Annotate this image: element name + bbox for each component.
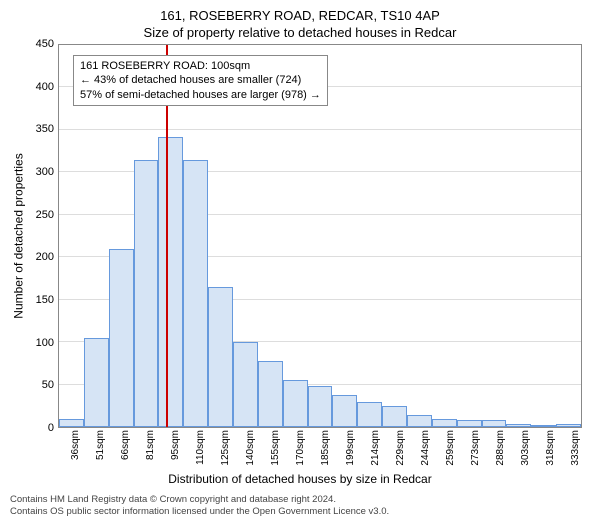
y-tick-label: 50 [42,379,54,391]
x-axis-ticks: 36sqm 51sqm 66sqm 81sqm 95sqm 110sqm 125sqm 140… [58,428,582,470]
y-tick-label: 400 [36,81,54,93]
footer-line-1: Contains HM Land Registry data © Crown c… [10,494,590,506]
y-tick-label: 350 [36,123,54,135]
x-tick-label: 244sqm [420,430,431,466]
y-tick-label: 100 [36,337,54,349]
x-tick-label: 303sqm [520,430,531,466]
histogram-bar [332,395,357,427]
x-tick-label: 199sqm [345,430,356,466]
grid-line [59,129,581,130]
x-tick-label: 288sqm [495,430,506,466]
histogram-bar [158,137,183,427]
histogram-bar [109,249,134,427]
x-tick-label: 333sqm [570,430,581,466]
x-tick-label: 125sqm [220,430,231,466]
page-title-2: Size of property relative to detached ho… [10,25,590,40]
x-tick-label: 259sqm [445,430,456,466]
y-axis-label: Number of detached properties [12,153,26,318]
x-tick-label: 66sqm [120,430,131,460]
y-tick-label: 0 [48,422,54,434]
footer: Contains HM Land Registry data © Crown c… [10,494,590,519]
histogram-bar [382,406,407,427]
footer-line-2: Contains OS public sector information li… [10,506,590,518]
histogram-bar [457,420,482,427]
histogram-bar [258,361,283,427]
x-tick-label: 51sqm [95,430,106,460]
x-tick-label: 110sqm [195,430,206,465]
y-tick-label: 250 [36,209,54,221]
x-tick-label: 185sqm [320,430,331,466]
histogram-bar [308,386,333,427]
x-tick-label: 155sqm [270,430,281,466]
page-title-1: 161, ROSEBERRY ROAD, REDCAR, TS10 4AP [10,8,590,23]
annotation-box: 161 ROSEBERRY ROAD: 100sqm← 43% of detac… [73,55,328,106]
x-tick-label: 214sqm [370,430,381,466]
y-axis-label-wrap: Number of detached properties [10,44,28,428]
x-tick-label: 318sqm [545,430,556,466]
histogram-bar [556,424,581,427]
histogram-bar [208,287,233,427]
histogram-bar [283,380,308,427]
x-tick-label: 36sqm [70,430,81,460]
x-tick-label: 140sqm [245,430,256,466]
histogram-bar [506,424,531,427]
histogram-bar [233,342,258,427]
y-tick-label: 150 [36,294,54,306]
histogram-bar [482,420,507,427]
histogram-bar [84,338,109,427]
histogram-bar [357,402,382,427]
annotation-line: 161 ROSEBERRY ROAD: 100sqm [80,59,321,73]
y-axis-ticks: 050100150200250300350400450 [28,44,58,428]
x-tick-label: 95sqm [170,430,181,460]
histogram-bar [432,419,457,427]
x-tick-label: 273sqm [470,430,481,466]
annotation-line: 57% of semi-detached houses are larger (… [80,88,321,102]
x-tick-label: 229sqm [395,430,406,466]
histogram-bar [59,419,84,427]
annotation-line: ← 43% of detached houses are smaller (72… [80,73,321,87]
histogram-bar [183,160,208,427]
histogram-bar [407,415,432,427]
x-axis-label: Distribution of detached houses by size … [10,472,590,486]
x-tick-label: 81sqm [145,430,156,460]
histogram-bar [531,425,556,427]
y-tick-label: 200 [36,251,54,263]
y-tick-label: 300 [36,166,54,178]
y-tick-label: 450 [36,38,54,50]
histogram-chart: Number of detached properties 0501001502… [10,44,590,428]
histogram-bar [134,160,159,427]
x-tick-label: 170sqm [295,430,306,466]
plot-area: 161 ROSEBERRY ROAD: 100sqm← 43% of detac… [58,44,582,428]
